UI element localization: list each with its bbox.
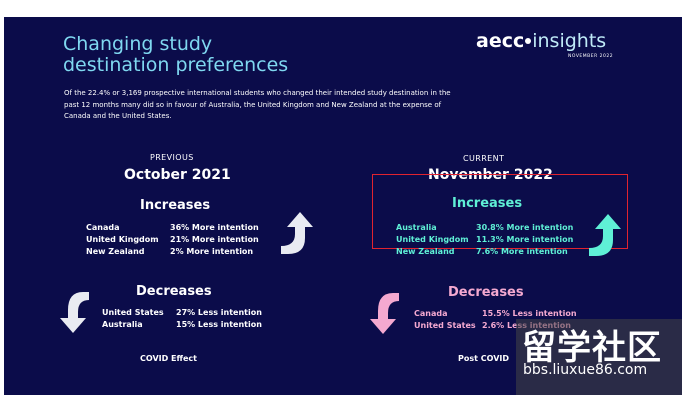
aecc-insights-logo: aecc insights (476, 30, 606, 52)
current-decreases-heading: Decreases (448, 285, 524, 300)
list-item: Australia 15% Less intention (102, 319, 262, 331)
country-name: Australia (396, 223, 437, 232)
change-value: 21% More intention (170, 235, 259, 244)
country-name: United Kingdom (86, 235, 159, 244)
current-footer: Post COVID (458, 354, 509, 363)
country-name: United States (414, 321, 476, 330)
previous-down-arrow-icon (60, 292, 89, 333)
country-name: New Zealand (396, 247, 455, 256)
current-down-arrow-icon (370, 293, 399, 334)
list-item: Canada 15.5% Less intention (414, 308, 577, 320)
previous-footer: COVID Effect (140, 354, 197, 363)
country-name: United States (102, 308, 164, 317)
logo-part-2: insights (532, 30, 607, 52)
list-item: United Kingdom 21% More intention (86, 234, 259, 246)
title-line-2: destination preferences (63, 54, 289, 76)
watermark-text: 留学社区 (522, 328, 662, 368)
current-period: November 2022 (428, 167, 553, 183)
previous-decreases-list: United States 27% Less intention Australi… (102, 307, 262, 331)
change-value: 30.8% More intention (476, 223, 574, 232)
list-item: Canada 36% More intention (86, 222, 259, 234)
previous-increases-heading: Increases (140, 198, 211, 213)
list-item: Australia 30.8% More intention (396, 222, 573, 234)
current-increases-heading: Increases (452, 196, 523, 211)
change-value: 15% Less intention (176, 320, 262, 329)
current-label: CURRENT (463, 154, 505, 163)
country-name: Canada (86, 223, 120, 232)
logo-part-1: aecc (476, 30, 525, 52)
title-line-1: Changing study (63, 33, 213, 55)
infographic-title: Changing study destination preferences (63, 34, 323, 76)
previous-increases-list: Canada 36% More intention United Kingdom 2… (86, 222, 259, 258)
description-text: Of the 22.4% or 3,169 prospective intern… (64, 89, 451, 120)
list-item: New Zealand 7.6% More intention (396, 246, 573, 258)
highlight-box (372, 174, 628, 249)
change-value: 36% More intention (170, 223, 259, 232)
change-value: 7.6% More intention (476, 247, 568, 256)
change-value: 27% Less intention (176, 308, 262, 317)
country-name: New Zealand (86, 247, 145, 256)
list-item: United Kingdom 11.3% More intention (396, 234, 573, 246)
logo-dot-icon (525, 37, 532, 44)
country-name: United Kingdom (396, 235, 469, 244)
country-name: Canada (414, 309, 448, 318)
previous-decreases-heading: Decreases (136, 284, 212, 299)
previous-period: October 2021 (124, 167, 231, 183)
watermark-overlay (516, 319, 682, 395)
country-name: Australia (102, 320, 143, 329)
list-item: New Zealand 2% More intention (86, 246, 259, 258)
watermark-url: bbs.liuxue86.com (523, 362, 648, 378)
current-increases-list: Australia 30.8% More intention United Kin… (396, 222, 573, 258)
change-value: 15.5% Less intention (482, 309, 577, 318)
current-up-arrow-icon (589, 214, 621, 256)
logo-date: NOVEMBER 2022 (568, 54, 614, 59)
list-item: United States 27% Less intention (102, 307, 262, 319)
change-value: 11.3% More intention (476, 235, 574, 244)
previous-up-arrow-icon (281, 212, 313, 254)
change-value: 2% More intention (170, 247, 254, 256)
previous-label: PREVIOUS (150, 153, 194, 162)
